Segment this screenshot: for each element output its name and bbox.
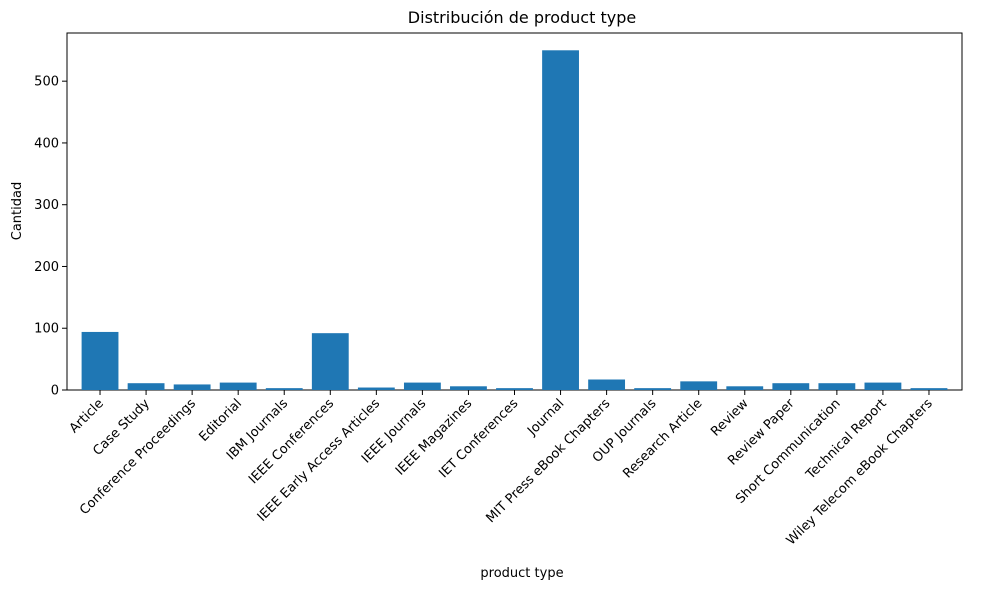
plot-area xyxy=(66,32,963,391)
y-axis: 0 100 200 300 400 500 xyxy=(34,75,67,399)
bar xyxy=(542,50,579,390)
bar xyxy=(634,388,672,390)
chart-title: Distribución de product type xyxy=(408,8,636,27)
bar xyxy=(818,383,856,390)
bar xyxy=(403,382,441,390)
bar xyxy=(450,386,487,390)
bar xyxy=(173,384,211,390)
bar xyxy=(864,382,902,390)
bar xyxy=(588,379,626,390)
x-axis-label: product type xyxy=(480,566,563,581)
bar xyxy=(219,382,257,390)
y-tick-label: 100 xyxy=(34,322,59,337)
x-tick-label: Editorial xyxy=(196,396,245,445)
bar xyxy=(311,333,349,390)
bar xyxy=(265,388,303,390)
y-tick-label: 300 xyxy=(34,198,59,213)
x-tick-label: IEEE Conferences xyxy=(246,396,337,487)
x-tick-label: Article xyxy=(67,396,107,436)
bar xyxy=(496,388,533,390)
plot-frame xyxy=(66,32,963,391)
bar xyxy=(357,387,395,390)
x-tick-label: Journal xyxy=(524,396,567,439)
y-axis-label: Cantidad xyxy=(10,182,25,240)
bars-group xyxy=(81,50,948,390)
x-tick-label: IET Conferences xyxy=(436,396,521,481)
y-tick-label: 200 xyxy=(34,260,59,275)
bar xyxy=(680,381,718,390)
x-tick-label: Review xyxy=(708,396,752,440)
bar xyxy=(127,383,165,390)
y-tick-label: 500 xyxy=(34,75,59,90)
bar xyxy=(910,388,948,390)
bar xyxy=(772,383,810,390)
bar xyxy=(81,331,119,390)
x-tick-label: Research Article xyxy=(620,396,705,481)
y-tick-label: 0 xyxy=(51,384,59,399)
x-tick-label: Technical Report xyxy=(803,396,890,483)
y-tick-label: 400 xyxy=(34,136,59,151)
bar xyxy=(726,386,764,390)
